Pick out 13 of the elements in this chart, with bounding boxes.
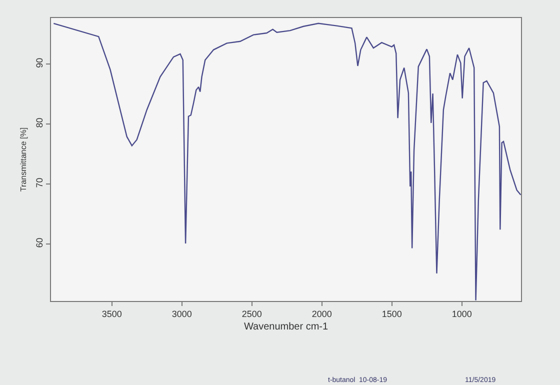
y-tick-label: 70 <box>34 178 44 188</box>
x-tick-label: 1000 <box>452 308 472 319</box>
x-tick-label: 3500 <box>102 308 122 319</box>
y-axis-title: Transmittance [%] <box>19 127 28 192</box>
y-tick-label: 80 <box>34 118 44 128</box>
x-tick-label: 1500 <box>382 308 402 319</box>
line-series <box>53 22 521 301</box>
x-axis-title: Wavenumber cm-1 <box>244 321 328 332</box>
x-tick-label: 2500 <box>242 308 262 319</box>
x-tick-label: 2000 <box>312 308 332 319</box>
x-tick-label: 3000 <box>172 308 192 319</box>
y-tick-label: 90 <box>34 58 44 68</box>
y-tick-label: 60 <box>34 238 44 248</box>
